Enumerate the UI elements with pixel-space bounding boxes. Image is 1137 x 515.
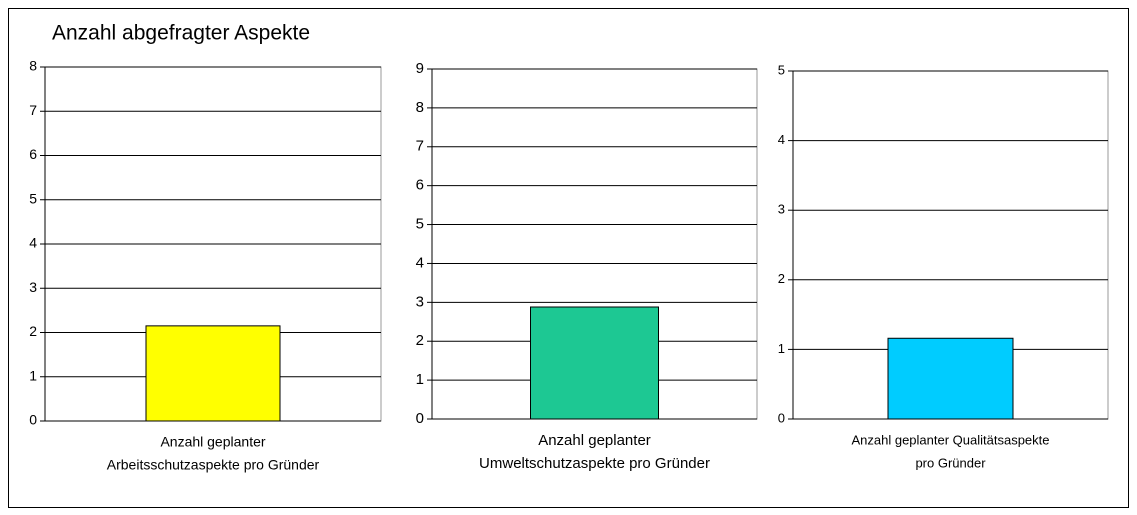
y-tick-label: 8 — [29, 58, 37, 74]
x-tick-label: Anzahl geplanter Qualitätsaspekte — [851, 432, 1049, 447]
y-tick-label: 5 — [29, 190, 37, 206]
x-tick-label: Anzahl geplanter — [160, 434, 265, 450]
y-tick-label: 2 — [778, 271, 785, 286]
bar — [887, 337, 1014, 420]
y-tick-label: 0 — [778, 410, 785, 425]
y-tick-label: 7 — [29, 102, 37, 118]
y-tick-label: 7 — [416, 138, 424, 155]
y-tick-label: 1 — [29, 367, 37, 383]
x-tick-label: Umweltschutzaspekte pro Gründer — [479, 455, 710, 472]
y-tick-label: 3 — [778, 202, 785, 217]
y-tick-label: 1 — [416, 371, 424, 388]
bar — [530, 306, 659, 420]
y-tick-label: 2 — [416, 332, 424, 349]
figure-title: Anzahl abgefragter Aspekte — [52, 22, 310, 45]
x-tick-label: pro Gründer — [915, 455, 986, 470]
y-tick-label: 6 — [416, 177, 424, 194]
y-tick-label: 4 — [416, 254, 424, 271]
y-tick-label: 9 — [416, 60, 424, 77]
y-tick-label: 8 — [416, 99, 424, 116]
y-tick-label: 2 — [29, 323, 37, 339]
y-tick-label: 3 — [29, 279, 37, 295]
y-tick-label: 0 — [416, 410, 424, 427]
y-tick-label: 6 — [29, 146, 37, 162]
y-tick-label: 4 — [778, 132, 785, 147]
y-tick-label: 4 — [29, 235, 37, 251]
x-tick-label: Anzahl geplanter — [538, 432, 651, 449]
y-tick-label: 5 — [778, 62, 785, 77]
y-tick-label: 1 — [778, 341, 785, 356]
y-tick-label: 3 — [416, 293, 424, 310]
x-tick-label: Arbeitsschutzaspekte pro Gründer — [107, 457, 320, 473]
frame — [8, 8, 1129, 508]
y-tick-label: 0 — [29, 412, 37, 428]
bar — [145, 325, 281, 422]
y-tick-label: 5 — [416, 216, 424, 233]
